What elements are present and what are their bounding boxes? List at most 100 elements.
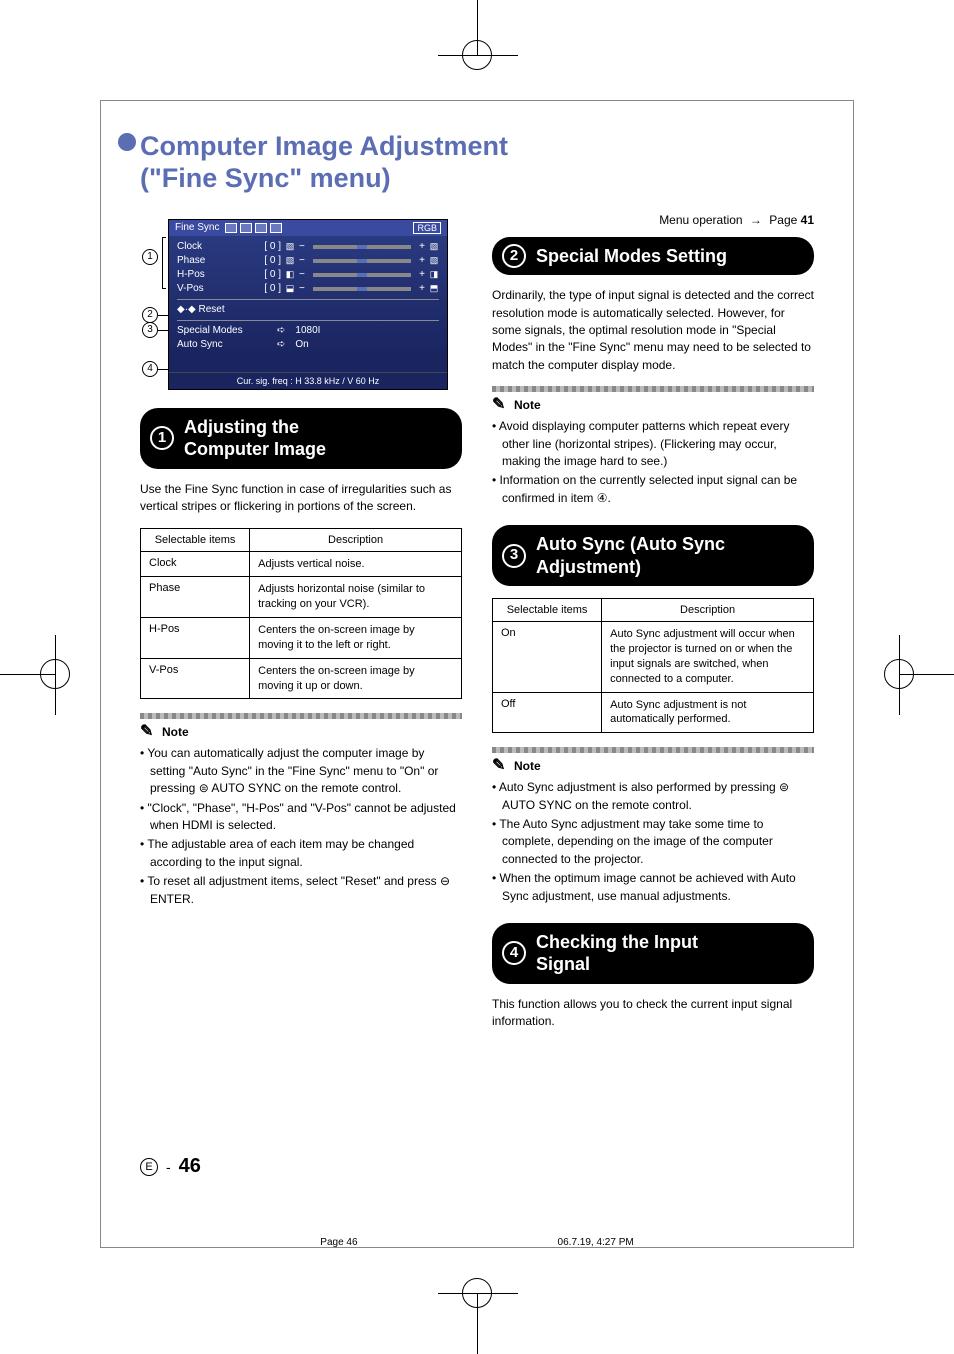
- callout-1: 1: [142, 249, 158, 265]
- section-1-notes: You can automatically adjust the compute…: [140, 745, 462, 908]
- note-divider: [492, 386, 814, 392]
- osd-status-bar: Cur. sig. freq : H 33.8 kHz / V 60 Hz: [169, 372, 447, 389]
- note-icon: [492, 396, 510, 414]
- section-3-title-l1: Auto Sync (Auto Sync: [536, 534, 725, 554]
- osd-tab-icon: [270, 223, 282, 233]
- table-row: Phase Adjusts horizontal noise (similar …: [141, 577, 462, 618]
- minus-icon: ⬓: [285, 284, 295, 294]
- page-content: Computer Image Adjustment ("Fine Sync" m…: [140, 130, 814, 1188]
- table-header: Description: [602, 599, 814, 622]
- arrow-right-icon: →: [750, 213, 762, 227]
- osd-mode-badge: RGB: [413, 222, 441, 234]
- note-label: Note: [492, 396, 814, 414]
- table-row: On Auto Sync adjustment will occur when …: [493, 622, 814, 692]
- minus-icon: ◧: [285, 270, 295, 280]
- list-item: You can automatically adjust the compute…: [140, 745, 462, 797]
- section-1-intro: Use the Fine Sync function in case of ir…: [140, 481, 462, 516]
- page-number: 46: [179, 1155, 201, 1178]
- callout-1-brace: [162, 237, 166, 289]
- minus-icon: ▧: [285, 256, 295, 266]
- osd-row-hpos: H-Pos [ 0 ] ◧− +◨: [177, 268, 439, 282]
- slider-bar: [313, 273, 411, 277]
- note-divider: [492, 747, 814, 753]
- osd-tab-icon: [255, 223, 267, 233]
- slider-bar: [313, 259, 411, 263]
- table-header: Selectable items: [493, 599, 602, 622]
- section-number-circle: 2: [502, 244, 526, 268]
- osd-row-clock: Clock [ 0 ] ▧− +▧: [177, 240, 439, 254]
- osd-tab-icon: [240, 223, 252, 233]
- note-label: Note: [492, 757, 814, 775]
- list-item: The Auto Sync adjustment may take some t…: [492, 816, 814, 868]
- table-row: V-Pos Centers the on-screen image by mov…: [141, 658, 462, 699]
- callout-4-line: [158, 369, 168, 370]
- note-icon: [140, 723, 158, 741]
- callout-3-line: [158, 330, 168, 331]
- slider-bar: [313, 287, 411, 291]
- osd-header: Fine Sync RGB: [169, 220, 447, 236]
- list-item: Information on the currently selected in…: [492, 472, 814, 507]
- table-header: Description: [250, 528, 462, 551]
- crop-mark-top: [462, 40, 492, 70]
- callout-4: 4: [142, 361, 158, 377]
- main-title: Computer Image Adjustment ("Fine Sync" m…: [140, 130, 814, 195]
- print-footer: Page 46 06.7.19, 4:27 PM: [0, 1237, 954, 1248]
- note-divider: [140, 713, 462, 719]
- osd-row-auto-sync: Auto Sync ➪ On: [177, 338, 439, 352]
- callout-3: 3: [142, 322, 158, 338]
- plus-icon: ▧: [429, 256, 439, 266]
- table-row: Off Auto Sync adjustment is not automati…: [493, 692, 814, 733]
- section-3-title-l2: Adjustment): [536, 557, 641, 577]
- section-4-intro: This function allows you to check the cu…: [492, 996, 814, 1031]
- crop-mark-right: [884, 659, 914, 689]
- section-number-circle: 1: [150, 426, 174, 450]
- crop-mark-bottom: [462, 1278, 492, 1308]
- plus-icon: ⬒: [429, 284, 439, 294]
- section-1-table: Selectable items Description Clock Adjus…: [140, 528, 462, 700]
- crop-mark-left: [40, 659, 70, 689]
- section-1-header: 1 Adjusting the Computer Image: [140, 408, 462, 469]
- section-2-header: 2 Special Modes Setting: [492, 237, 814, 276]
- left-column: 1 2 3 4 Fine Sync: [140, 213, 462, 1043]
- page-number-footer: E - 46: [140, 1155, 201, 1178]
- section-number-circle: 3: [502, 544, 526, 568]
- osd-row-reset: ◆·◆ Reset: [177, 303, 439, 317]
- list-item: To reset all adjustment items, select "R…: [140, 873, 462, 908]
- section-2-title: Special Modes Setting: [536, 246, 727, 266]
- language-badge: E: [140, 1158, 158, 1176]
- osd-row-vpos: V-Pos [ 0 ] ⬓− +⬒: [177, 282, 439, 296]
- list-item: When the optimum image cannot be achieve…: [492, 870, 814, 905]
- slider-bar: [313, 245, 411, 249]
- table-row: H-Pos Centers the on-screen image by mov…: [141, 618, 462, 659]
- arrow-right-icon: ➪: [277, 325, 285, 336]
- section-2-notes: Avoid displaying computer patterns which…: [492, 418, 814, 507]
- section-2-intro: Ordinarily, the type of input signal is …: [492, 287, 814, 374]
- section-4-title-l1: Checking the Input: [536, 932, 698, 952]
- main-title-line2: ("Fine Sync" menu): [140, 163, 391, 193]
- section-number-circle: 4: [502, 941, 526, 965]
- section-4-header: 4 Checking the Input Signal: [492, 923, 814, 984]
- osd-body: Clock [ 0 ] ▧− +▧ Phase [ 0 ] ▧− +▧: [169, 236, 447, 354]
- print-timestamp: 06.7.19, 4:27 PM: [558, 1237, 634, 1248]
- menu-operation-ref: Menu operation → Page 41: [492, 213, 814, 227]
- plus-icon: ◨: [429, 270, 439, 280]
- osd-screenshot: 1 2 3 4 Fine Sync: [168, 219, 462, 390]
- list-item: Auto Sync adjustment is also performed b…: [492, 779, 814, 814]
- callout-2-line: [158, 315, 168, 316]
- arrow-right-icon: ➪: [277, 339, 285, 350]
- list-item: The adjustable area of each item may be …: [140, 836, 462, 871]
- print-page-label: Page 46: [320, 1237, 357, 1248]
- osd-row-special-modes: Special Modes ➪ 1080I: [177, 324, 439, 338]
- main-title-line1: Computer Image Adjustment: [140, 131, 508, 161]
- osd-tab-icon: [225, 223, 237, 233]
- section-1-title-l2: Computer Image: [184, 439, 326, 459]
- list-item: "Clock", "Phase", "H-Pos" and "V-Pos" ca…: [140, 800, 462, 835]
- right-column: Menu operation → Page 41 2 Special Modes…: [492, 213, 814, 1043]
- table-row: Clock Adjusts vertical noise.: [141, 551, 462, 577]
- note-icon: [492, 757, 510, 775]
- osd-title: Fine Sync: [175, 222, 219, 233]
- note-label: Note: [140, 723, 462, 741]
- plus-icon: ▧: [429, 242, 439, 252]
- osd-row-phase: Phase [ 0 ] ▧− +▧: [177, 254, 439, 268]
- callout-2: 2: [142, 307, 158, 323]
